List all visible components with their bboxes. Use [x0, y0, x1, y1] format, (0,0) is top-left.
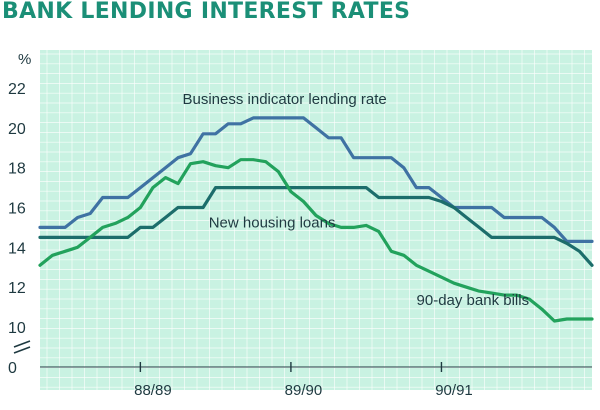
y-tick-label: 16 [8, 201, 26, 218]
y-tick-label: 12 [8, 280, 26, 297]
series-label-bills: 90-day bank bills [417, 292, 530, 309]
axis-break-icon [13, 340, 31, 354]
axes: % 0 10 12 14 16 18 20 22 88/89 89/90 90/91 [8, 51, 592, 399]
y-tick-label: 14 [8, 240, 26, 257]
series-line-housing [38, 186, 594, 267]
series-label-business: Business indicator lending rate [182, 91, 386, 108]
x-tick-label: 89/90 [285, 382, 323, 399]
series-line-business [38, 116, 594, 243]
x-tick-label: 90/91 [435, 382, 473, 399]
y-tick-label: 22 [8, 81, 26, 98]
series-line-bills [38, 158, 594, 323]
y-tick-label: 0 [8, 360, 17, 377]
y-tick-label: 18 [8, 161, 26, 178]
page-title: BANK LENDING INTEREST RATES [2, 0, 411, 24]
series-label-housing: New housing loans [209, 214, 336, 231]
grid [40, 50, 592, 390]
annotations: Business indicator lending rate New housi… [182, 91, 529, 309]
y-tick-label: 20 [8, 121, 26, 138]
y-axis-unit: % [18, 51, 31, 68]
y-tick-label: 10 [8, 320, 26, 337]
plot-area [40, 50, 592, 390]
x-tick-label: 88/89 [134, 382, 172, 399]
series-lines [38, 116, 594, 323]
